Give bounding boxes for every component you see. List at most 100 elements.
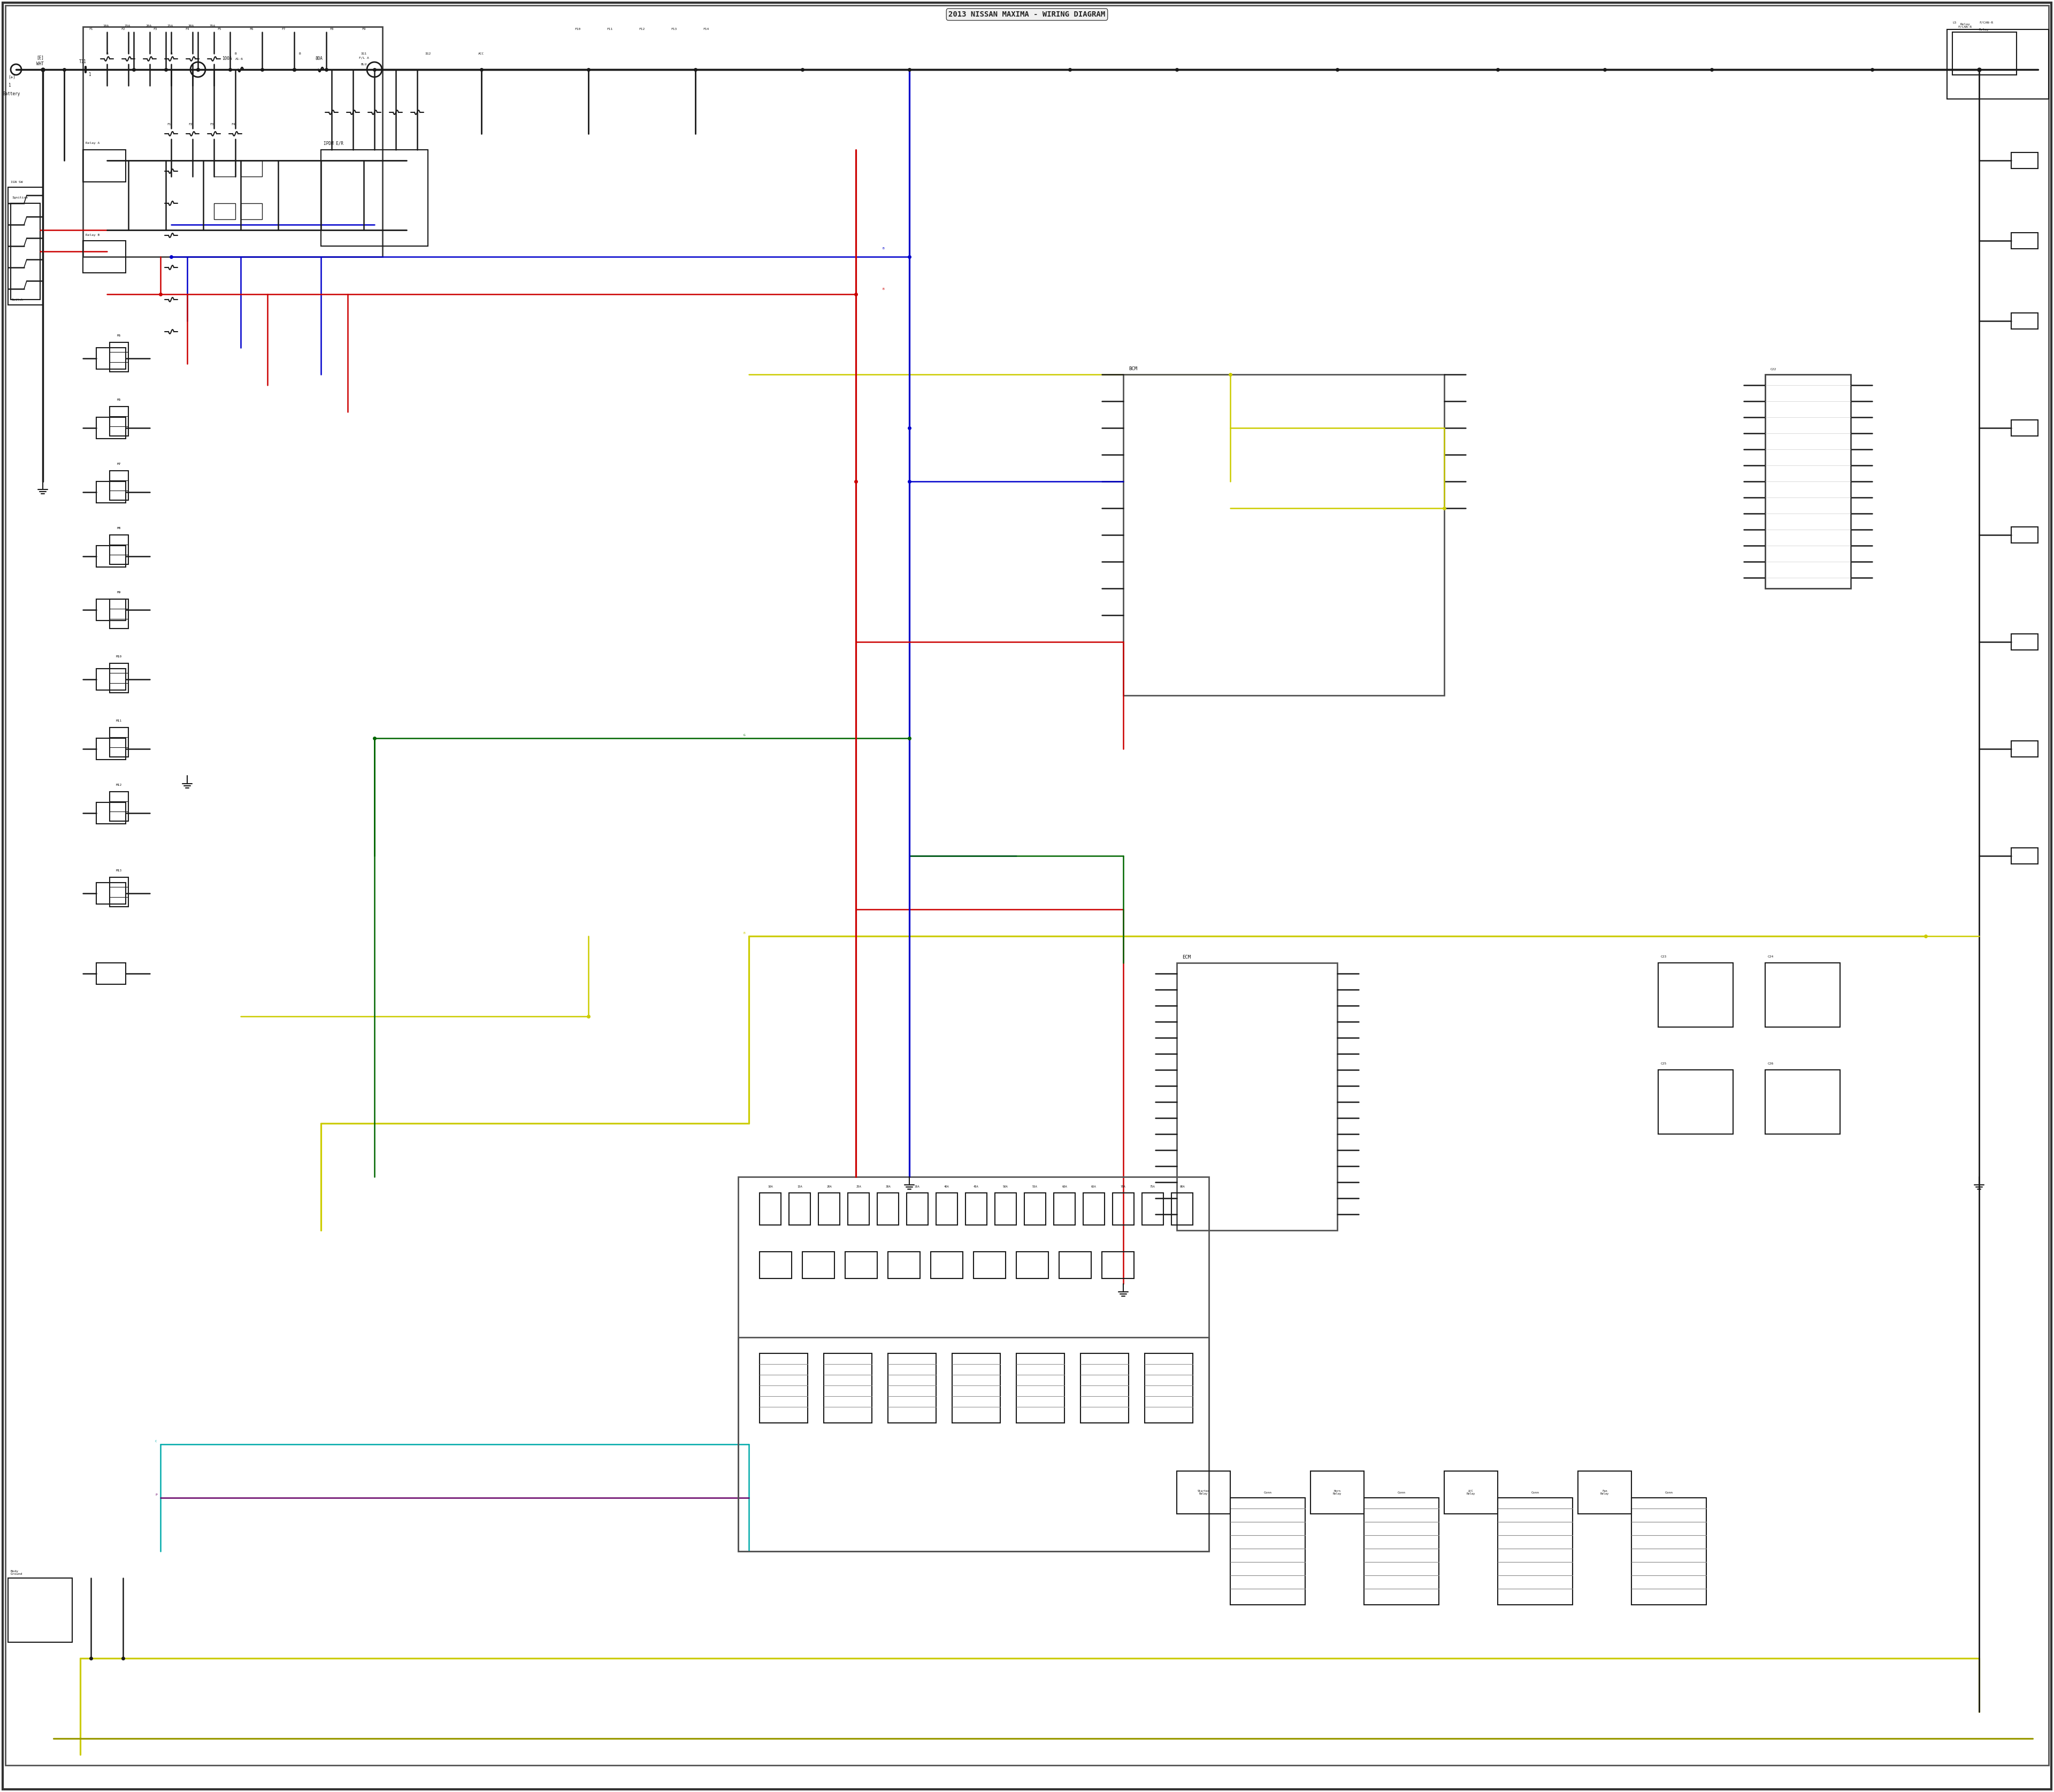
Text: 35A: 35A <box>914 1185 920 1188</box>
Bar <box>1142 1193 1163 1226</box>
Text: Relay: Relay <box>1980 29 1988 30</box>
Text: Conn: Conn <box>1530 1491 1538 1495</box>
Bar <box>887 1253 920 1278</box>
Text: 10A: 10A <box>768 1185 772 1188</box>
Text: F3: F3 <box>154 29 156 30</box>
Bar <box>848 1193 869 1226</box>
Bar <box>1124 375 1444 695</box>
Bar <box>2011 848 2038 864</box>
Bar <box>1082 1193 1105 1226</box>
Text: F3: F3 <box>210 124 214 125</box>
Bar <box>1144 1353 1193 1423</box>
Text: C23: C23 <box>1662 955 1668 957</box>
Bar <box>817 1193 840 1226</box>
Text: BLU: BLU <box>362 63 368 66</box>
Bar <box>109 342 127 371</box>
Text: 10A: 10A <box>103 25 109 27</box>
Bar <box>803 1253 834 1278</box>
Text: C24: C24 <box>1768 955 1775 957</box>
Bar <box>1177 962 1337 1231</box>
Bar <box>974 1253 1006 1278</box>
Text: C26: C26 <box>1768 1063 1775 1064</box>
Text: F1: F1 <box>166 124 170 125</box>
Text: 100A: 100A <box>222 56 232 61</box>
Bar <box>2011 152 2038 168</box>
Text: (+): (+) <box>8 75 16 81</box>
Bar <box>97 348 125 369</box>
Bar <box>737 1177 1210 1552</box>
Text: 20A: 20A <box>146 25 152 27</box>
Bar <box>109 407 127 435</box>
Bar <box>906 1193 928 1226</box>
Text: 2013 NISSAN MAXIMA - WIRING DIAGRAM: 2013 NISSAN MAXIMA - WIRING DIAGRAM <box>949 11 1105 18</box>
Text: F11: F11 <box>606 29 612 30</box>
Bar <box>109 792 127 821</box>
Text: T11: T11 <box>80 59 86 65</box>
Text: ECM: ECM <box>1183 955 1191 961</box>
Bar <box>844 1253 877 1278</box>
Bar <box>82 151 125 181</box>
Text: F/CAN-R: F/CAN-R <box>1957 25 1972 29</box>
Bar <box>1658 962 1734 1027</box>
Text: 15A: 15A <box>123 25 129 27</box>
Text: F/L A: F/L A <box>359 56 370 59</box>
Bar <box>1017 1353 1064 1423</box>
Text: 25A: 25A <box>166 25 173 27</box>
Text: 20A: 20A <box>826 1185 832 1188</box>
Bar <box>887 1353 937 1423</box>
Bar <box>1017 1253 1048 1278</box>
Bar <box>109 878 127 907</box>
Text: 25A: 25A <box>857 1185 861 1188</box>
Bar <box>953 1353 1000 1423</box>
Bar <box>97 962 125 984</box>
Text: C22: C22 <box>1771 367 1777 371</box>
Bar <box>1444 1471 1497 1514</box>
Text: Relay B: Relay B <box>86 235 101 237</box>
Text: A1-6: A1-6 <box>236 57 242 61</box>
Text: Relay: Relay <box>1960 23 1970 25</box>
Text: F13: F13 <box>672 29 678 30</box>
Text: 75A: 75A <box>1150 1185 1154 1188</box>
Text: L5: L5 <box>1953 22 1955 23</box>
Text: F10: F10 <box>575 29 581 30</box>
Bar <box>2011 527 2038 543</box>
Bar <box>1764 375 1851 588</box>
Text: A/C
Relay: A/C Relay <box>1467 1489 1475 1495</box>
Text: IG1: IG1 <box>362 52 368 56</box>
Text: 70A: 70A <box>1121 1185 1126 1188</box>
Bar <box>1364 1498 1440 1606</box>
Text: F12: F12 <box>639 29 645 30</box>
Bar <box>1953 32 2017 75</box>
Text: 55A: 55A <box>1033 1185 1037 1188</box>
Text: 30A: 30A <box>885 1185 891 1188</box>
Text: C25: C25 <box>1662 1063 1668 1064</box>
Text: 15A: 15A <box>797 1185 803 1188</box>
Text: F2: F2 <box>189 124 193 125</box>
Bar <box>240 161 263 177</box>
Text: Body
Ground: Body Ground <box>10 1570 23 1575</box>
Text: F4: F4 <box>230 124 234 125</box>
Bar <box>320 151 427 246</box>
Text: IGN SW: IGN SW <box>10 181 23 183</box>
Text: Horn
Relay: Horn Relay <box>1333 1489 1341 1495</box>
Bar <box>1764 1070 1840 1134</box>
Text: Conn: Conn <box>1263 1491 1271 1495</box>
Text: F9: F9 <box>362 29 366 30</box>
Text: 45A: 45A <box>974 1185 980 1188</box>
Text: F5: F5 <box>218 29 222 30</box>
Bar <box>965 1193 986 1226</box>
Text: M5: M5 <box>117 335 121 337</box>
Text: Ignition: Ignition <box>12 197 29 199</box>
Text: WHT: WHT <box>37 61 43 66</box>
Bar <box>109 663 127 694</box>
Bar <box>930 1253 963 1278</box>
Bar <box>789 1193 811 1226</box>
Bar <box>760 1353 807 1423</box>
Bar <box>214 161 236 177</box>
Bar <box>2011 419 2038 435</box>
Bar <box>1764 962 1840 1027</box>
Text: 80A: 80A <box>1179 1185 1185 1188</box>
Bar <box>1947 29 2048 99</box>
Text: IG2: IG2 <box>425 52 431 56</box>
Bar <box>877 1193 900 1226</box>
